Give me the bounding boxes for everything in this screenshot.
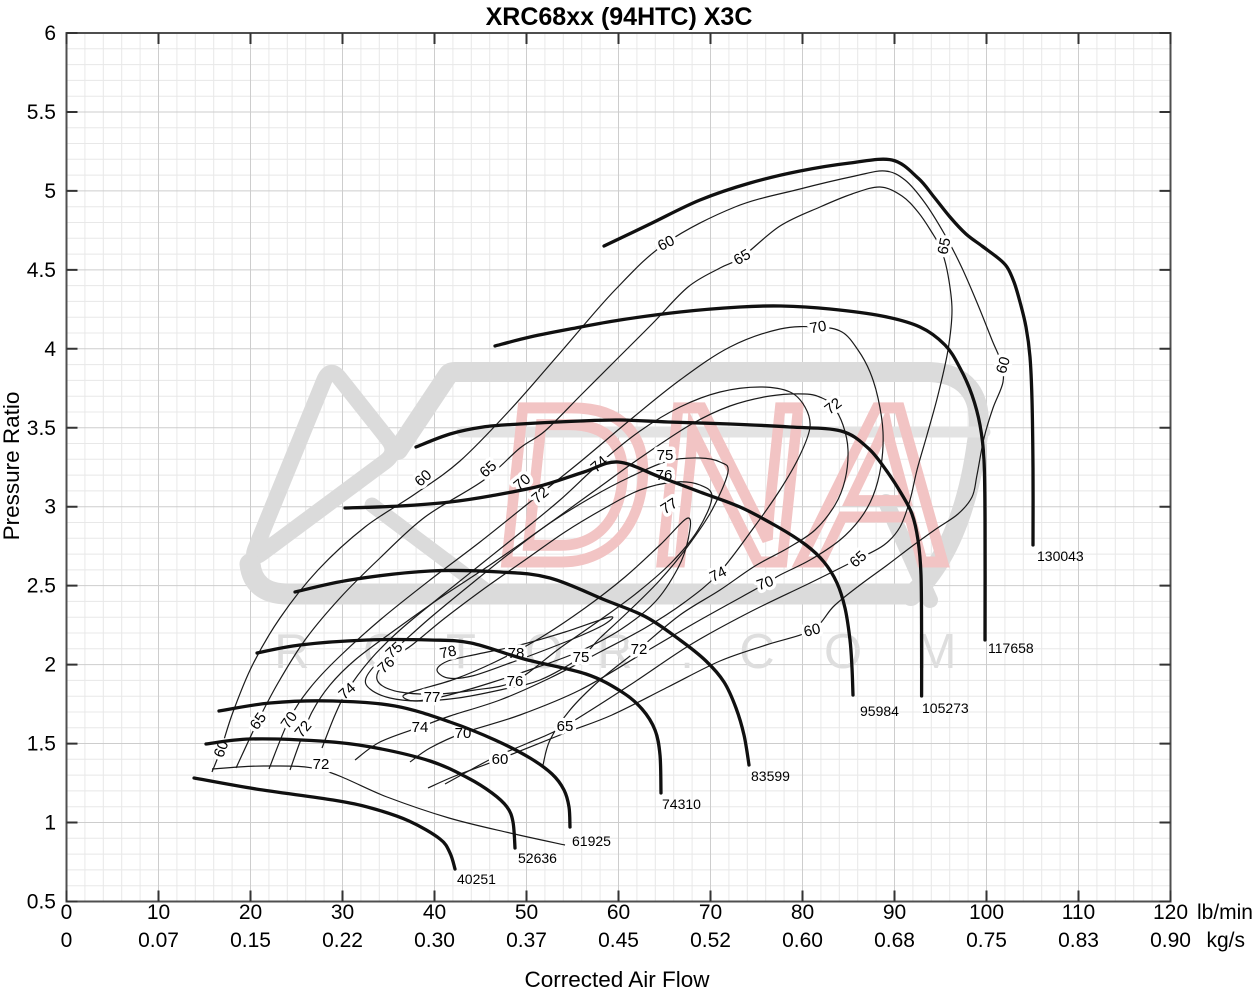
svg-text:5.5: 5.5	[27, 101, 56, 124]
svg-text:T: T	[446, 625, 476, 679]
svg-text:61925: 61925	[572, 833, 611, 849]
svg-text:74: 74	[412, 719, 429, 736]
svg-text:0.68: 0.68	[874, 929, 915, 952]
svg-text:0.37: 0.37	[506, 929, 547, 952]
svg-text:70: 70	[808, 318, 827, 338]
svg-text:0: 0	[61, 901, 73, 924]
svg-text:60: 60	[492, 751, 509, 768]
svg-text:120: 120	[1153, 901, 1188, 924]
svg-text:52636: 52636	[518, 850, 557, 866]
svg-text:76: 76	[507, 673, 524, 690]
svg-text:0: 0	[61, 929, 73, 952]
svg-text:70: 70	[699, 901, 722, 924]
svg-text:50: 50	[515, 901, 538, 924]
svg-text:1: 1	[44, 812, 56, 835]
svg-text:0.07: 0.07	[138, 929, 179, 952]
svg-text:40251: 40251	[457, 871, 496, 887]
svg-text:72: 72	[631, 641, 648, 658]
svg-text:.: .	[680, 625, 694, 679]
svg-text:30: 30	[331, 901, 354, 924]
svg-text:3: 3	[44, 496, 56, 519]
svg-text:10: 10	[147, 901, 170, 924]
svg-text:5: 5	[44, 180, 56, 203]
svg-text:0.45: 0.45	[598, 929, 639, 952]
svg-text:60: 60	[607, 901, 630, 924]
svg-text:4.5: 4.5	[27, 259, 56, 282]
svg-text:kg/s: kg/s	[1206, 929, 1245, 952]
svg-text:Corrected Air Flow: Corrected Air Flow	[524, 967, 710, 992]
svg-text:0.83: 0.83	[1058, 929, 1099, 952]
svg-text:0.22: 0.22	[322, 929, 363, 952]
svg-text:65: 65	[557, 718, 574, 735]
svg-text:3.5: 3.5	[27, 417, 56, 440]
svg-text:2.5: 2.5	[27, 575, 56, 598]
svg-text:77: 77	[424, 689, 441, 706]
svg-text:117658: 117658	[988, 640, 1034, 656]
svg-text:0.60: 0.60	[782, 929, 823, 952]
svg-text:6: 6	[44, 22, 56, 45]
svg-text:1.5: 1.5	[27, 733, 56, 756]
svg-text:75: 75	[573, 649, 590, 666]
svg-text:0.90: 0.90	[1150, 929, 1191, 952]
svg-text:0.52: 0.52	[690, 929, 731, 952]
svg-text:40: 40	[423, 901, 446, 924]
svg-text:65: 65	[934, 236, 954, 256]
svg-text:4: 4	[44, 338, 56, 361]
svg-text:130043: 130043	[1037, 548, 1084, 564]
svg-text:2: 2	[44, 654, 56, 677]
svg-text:83599: 83599	[751, 768, 790, 784]
svg-text:Pressure Ratio: Pressure Ratio	[0, 392, 24, 541]
svg-text:0.30: 0.30	[414, 929, 455, 952]
svg-text:lb/min: lb/min	[1197, 901, 1253, 924]
svg-text:0.5: 0.5	[27, 891, 56, 914]
svg-text:74310: 74310	[662, 796, 701, 812]
svg-text:110: 110	[1062, 901, 1095, 924]
svg-text:90: 90	[883, 901, 906, 924]
svg-text:O: O	[824, 625, 862, 679]
svg-text:95984: 95984	[860, 703, 899, 719]
svg-text:0.15: 0.15	[230, 929, 271, 952]
svg-text:105273: 105273	[922, 700, 969, 716]
svg-text:XRC68xx (94HTC) X3C: XRC68xx (94HTC) X3C	[486, 3, 753, 31]
svg-text:0.75: 0.75	[966, 929, 1007, 952]
svg-text:O: O	[363, 625, 401, 679]
svg-text:100: 100	[969, 901, 1004, 924]
svg-text:72: 72	[313, 756, 330, 773]
svg-text:78: 78	[438, 642, 458, 662]
svg-text:20: 20	[239, 901, 262, 924]
svg-text:R: R	[274, 625, 309, 679]
svg-text:75: 75	[657, 447, 674, 464]
svg-text:80: 80	[791, 901, 814, 924]
